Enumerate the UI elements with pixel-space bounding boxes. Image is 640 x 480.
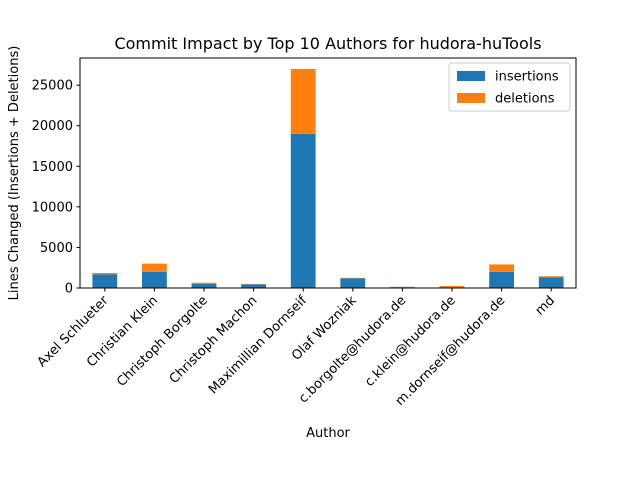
legend-swatch-deletions <box>457 93 485 103</box>
y-tick-label: 5000 <box>40 241 73 256</box>
bar-insertions-4 <box>290 133 316 288</box>
bar-insertions-5 <box>340 278 366 288</box>
y-axis-label: Lines Changed (Insertions + Deletions) <box>7 46 22 301</box>
legend-label-deletions: deletions <box>495 92 555 107</box>
bars-group <box>92 68 564 288</box>
bar-insertions-0 <box>92 274 118 288</box>
x-axis-label: Author <box>306 426 350 441</box>
y-tick-label: 10000 <box>32 200 73 215</box>
bar-insertions-2 <box>191 283 217 288</box>
bar-deletions-2 <box>191 282 217 284</box>
bar-deletions-9 <box>538 276 564 278</box>
plot-frame <box>79 57 577 289</box>
x-tick-label: Christoph Borgolte <box>114 293 211 390</box>
x-tick-label: Christoph Machon <box>167 293 261 387</box>
y-axis-ticks: 0 5000 10000 15000 20000 25000 <box>32 79 80 297</box>
y-tick-label: 25000 <box>32 79 73 94</box>
bar-deletions-1 <box>142 263 167 272</box>
legend-label-insertions: insertions <box>495 70 559 85</box>
bar-deletions-4 <box>290 68 316 134</box>
bar-deletions-0 <box>92 272 118 275</box>
bar-insertions-3 <box>241 284 266 288</box>
bar-deletions-7 <box>439 285 465 288</box>
x-tick-label: c.klein@hudora.de <box>362 293 459 390</box>
chart-title: Commit Impact by Top 10 Authors for hudo… <box>114 34 541 53</box>
bar-insertions-8 <box>489 271 514 288</box>
y-tick-label: 20000 <box>32 119 73 134</box>
legend-swatch-insertions <box>457 71 485 81</box>
bar-insertions-9 <box>538 277 564 288</box>
x-tick-label: md <box>533 293 558 318</box>
x-tick-label: Maximillian Dornseif <box>206 293 310 397</box>
y-tick-label: 15000 <box>32 160 73 175</box>
bar-deletions-8 <box>489 264 514 272</box>
bar-insertions-1 <box>142 271 167 288</box>
y-tick-label: 0 <box>65 282 73 297</box>
legend: insertions deletions <box>448 62 571 112</box>
